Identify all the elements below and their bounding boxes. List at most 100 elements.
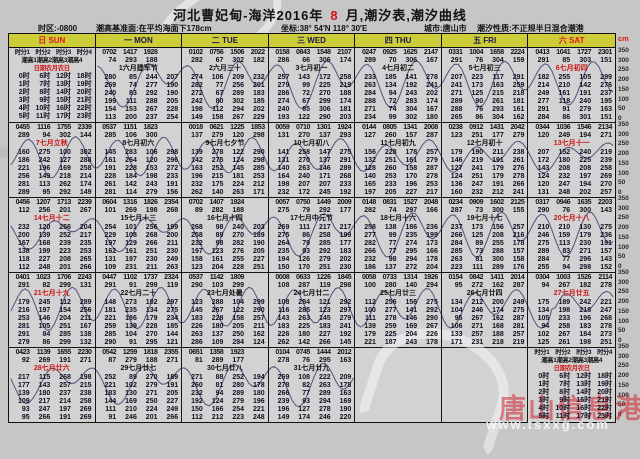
hourly-value: 253 <box>426 180 438 188</box>
hourly-value: 261 <box>512 156 525 164</box>
tide-time: 2022 <box>250 49 265 56</box>
week-cells: 0423 1139 1655 2230 92 269 191 271 28七月廿六 217 115 2… <box>9 348 615 422</box>
hourly-row: 275 86 258 199 <box>269 232 355 240</box>
tide-time: 0008 <box>275 274 290 281</box>
tide-heights: 290 103 299 <box>182 282 268 290</box>
hourly-value: 123 <box>211 247 224 255</box>
tide-time: 1658 <box>489 49 504 56</box>
tide-times: 0537 1151 1823 <box>96 124 182 132</box>
hourly-value: 191 <box>104 164 117 172</box>
hourly-value: 74 <box>129 81 137 89</box>
day-cell: 0456 1207 1713 2239 112 256 201 267 14七月十二 232 120… <box>9 198 96 272</box>
hourly-value: 123 <box>318 306 331 314</box>
hourly-row: 179 190 211 238 <box>442 149 528 157</box>
hourly-value: 226 <box>426 330 438 338</box>
hourly-value: 268 <box>600 314 612 322</box>
hourly-value: 191 <box>166 180 179 188</box>
hourly-value: 180 <box>38 389 51 397</box>
hourly-value: 208 <box>558 164 571 172</box>
hourly-value: 262 <box>191 188 203 196</box>
tide-time: 0831 <box>382 199 397 206</box>
hourly-value: 251 <box>253 263 265 271</box>
hourly-value: 266 <box>450 231 463 239</box>
tide-height: 298 <box>253 132 265 139</box>
tide-time: 1003 <box>556 274 571 281</box>
hourly-value: 124 <box>211 397 224 405</box>
tide-height: 177 <box>339 207 352 214</box>
legend-hour-label: 10时 <box>35 105 51 112</box>
scale-tick: 200 <box>618 298 629 306</box>
tide-height: 289 <box>17 132 30 139</box>
tide-height: 159 <box>512 57 525 64</box>
hourly-value: 142 <box>125 180 137 188</box>
hourly-value: 174 <box>426 97 438 105</box>
hourly-value: 196 <box>38 164 51 172</box>
hourly-row: 171 231 218 219 <box>442 339 528 347</box>
hourly-value: 150 <box>277 263 290 271</box>
hourly-value: 263 <box>166 263 179 271</box>
tide-time: 0413 <box>535 49 550 56</box>
hourly-value: 269 <box>277 223 290 231</box>
tide-time: 1259 <box>122 349 137 356</box>
day-cell: 0455 1116 1755 2339 289 94 302 144 7七月立秋 160 275 10… <box>9 123 96 197</box>
hourly-row: 154 153 267 228 <box>96 106 182 114</box>
tide-time: 1411 <box>490 274 504 281</box>
hourly-value: 233 <box>558 314 571 322</box>
tide-height: 92 <box>21 357 30 364</box>
hourly-value: 239 <box>59 239 71 247</box>
tide-time: 2114 <box>598 274 612 281</box>
legend-hour-label: 12时 <box>56 73 71 80</box>
hourly-row: 277 118 240 195 <box>528 98 615 106</box>
hourly-value: 159 <box>558 231 571 239</box>
hourly-value: 212 <box>253 180 265 188</box>
tide-height: 120 <box>537 132 550 139</box>
hourly-value: 252 <box>232 373 245 381</box>
hourly-value: 149 <box>277 413 290 421</box>
tide-times: 0018 0621 1225 1853 <box>182 124 268 132</box>
tide-time: 0455 <box>15 124 30 131</box>
hourly-value: 228 <box>384 148 397 156</box>
hourly-row: 269 108 222 209 <box>269 374 355 382</box>
tide-time: 2355 <box>164 349 179 356</box>
hourly-value: 253 <box>384 172 397 180</box>
hourly-value: 258 <box>79 397 92 405</box>
hourly-row: 140 263 146 289 <box>269 165 355 173</box>
title-suffix: 月,潮汐表,潮汐曲线 <box>345 8 467 23</box>
hourly-value: 99 <box>302 81 310 89</box>
tide-height: 119 <box>166 282 179 289</box>
hourly-value: 219 <box>512 338 525 346</box>
hourly-value: 102 <box>145 298 158 306</box>
tide-height: 157 <box>405 132 418 139</box>
tide-time: 1625 <box>403 49 418 56</box>
hourly-value: 258 <box>298 148 310 156</box>
hourly-value: 210 <box>537 223 550 231</box>
day-cell: 0344 1036 1546 2134 120 249 194 271 13七月十一 207 152… <box>528 123 615 197</box>
hourly-row: 100 277 141 292 <box>355 307 441 315</box>
hourly-value: 263 <box>450 255 463 263</box>
hourly-value: 207 <box>166 73 179 81</box>
hourly-value: 289 <box>537 247 550 255</box>
hourly-row: 228 184 198 233 <box>96 173 182 181</box>
hourly-value: 257 <box>426 148 438 156</box>
hourly-value: 218 <box>59 172 71 180</box>
tide-time: 1926 <box>423 274 438 281</box>
hourly-value: 285 <box>253 164 265 172</box>
hourly-value: 294 <box>405 255 418 263</box>
hourly-row: 196 215 181 253 <box>182 173 268 181</box>
hourly-value: 251 <box>600 338 612 346</box>
hourly-value: 246 <box>471 306 484 314</box>
hourly-row: 264 79 285 177 <box>269 240 355 248</box>
hourly-value: 189 <box>166 373 179 381</box>
hourly-value: 235 <box>125 306 137 314</box>
hourly-value: 279 <box>426 156 438 164</box>
tide-heights: 74 293 188 <box>96 57 182 65</box>
hourly-row: 198 112 294 202 <box>182 106 268 114</box>
hourly-row: 186 137 272 204 <box>355 264 441 272</box>
hourly-value: 113 <box>558 239 571 247</box>
date-label: 24七月廿二 <box>293 290 330 297</box>
date-label: 26七月廿四 <box>466 290 503 297</box>
hourly-value: 275 <box>166 306 179 314</box>
tide-height: 300 <box>492 207 504 214</box>
hourly-value: 241 <box>450 81 463 89</box>
tide-height: 279 <box>211 132 224 139</box>
